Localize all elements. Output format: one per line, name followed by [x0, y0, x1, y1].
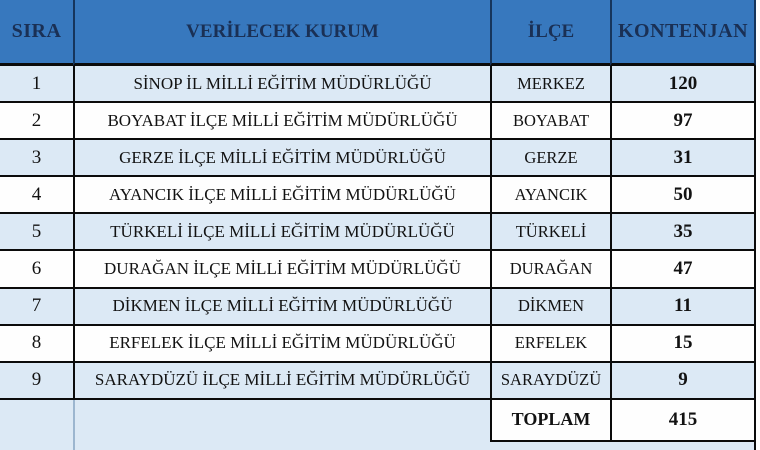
row-1-kurum: SİNOP İL MİLLİ EĞİTİM MÜDÜRLÜĞÜ: [73, 66, 490, 104]
row-2-sira: 2: [0, 103, 73, 141]
total-row-empty-kurum: [73, 399, 490, 442]
bottom-sliver-left: [0, 441, 73, 450]
row-3-ilce: GERZE: [490, 140, 610, 178]
row-3-kurum: GERZE İLÇE MİLLİ EĞİTİM MÜDÜRLÜĞÜ: [73, 140, 490, 178]
row-7-kurum: DİKMEN İLÇE MİLLİ EĞİTİM MÜDÜRLÜĞÜ: [73, 288, 490, 326]
row-6-sira: 6: [0, 251, 73, 289]
row-7-sira: 7: [0, 288, 73, 326]
row-4-sira: 4: [0, 177, 73, 215]
row-5-kurum: TÜRKELİ İLÇE MİLLİ EĞİTİM MÜDÜRLÜĞÜ: [73, 214, 490, 252]
row-4-kontenjan: 50: [610, 177, 756, 215]
row-4-kurum: AYANCIK İLÇE MİLLİ EĞİTİM MÜDÜRLÜĞÜ: [73, 177, 490, 215]
row-8-ilce: ERFELEK: [490, 325, 610, 363]
row-5-sira: 5: [0, 214, 73, 252]
row-5-ilce: TÜRKELİ: [490, 214, 610, 252]
row-9-sira: 9: [0, 362, 73, 400]
row-4-ilce: AYANCIK: [490, 177, 610, 215]
total-value: 415: [610, 399, 756, 442]
row-5-kontenjan: 35: [610, 214, 756, 252]
row-2-kontenjan: 97: [610, 103, 756, 141]
column-header-sira: SIRA: [0, 0, 73, 66]
row-6-kontenjan: 47: [610, 251, 756, 289]
row-1-ilce: MERKEZ: [490, 66, 610, 104]
total-label: TOPLAM: [490, 399, 610, 442]
row-8-sira: 8: [0, 325, 73, 363]
row-8-kontenjan: 15: [610, 325, 756, 363]
column-header-kontenjan: KONTENJAN: [610, 0, 756, 66]
column-header-kurum: VERİLECEK KURUM: [73, 0, 490, 66]
row-1-kontenjan: 120: [610, 66, 756, 104]
row-2-kurum: BOYABAT İLÇE MİLLİ EĞİTİM MÜDÜRLÜĞÜ: [73, 103, 490, 141]
row-9-kontenjan: 9: [610, 362, 756, 400]
column-header-ilce: İLÇE: [490, 0, 610, 66]
bottom-sliver-right: [73, 441, 756, 450]
row-6-ilce: DURAĞAN: [490, 251, 610, 289]
row-1-sira: 1: [0, 66, 73, 104]
total-row-empty-sira: [0, 399, 73, 442]
row-3-kontenjan: 31: [610, 140, 756, 178]
row-7-kontenjan: 11: [610, 288, 756, 326]
row-3-sira: 3: [0, 140, 73, 178]
row-9-kurum: SARAYDÜZÜ İLÇE MİLLİ EĞİTİM MÜDÜRLÜĞÜ: [73, 362, 490, 400]
row-7-ilce: DİKMEN: [490, 288, 610, 326]
row-9-ilce: SARAYDÜZÜ: [490, 362, 610, 400]
row-8-kurum: ERFELEK İLÇE MİLLİ EĞİTİM MÜDÜRLÜĞÜ: [73, 325, 490, 363]
row-2-ilce: BOYABAT: [490, 103, 610, 141]
row-6-kurum: DURAĞAN İLÇE MİLLİ EĞİTİM MÜDÜRLÜĞÜ: [73, 251, 490, 289]
